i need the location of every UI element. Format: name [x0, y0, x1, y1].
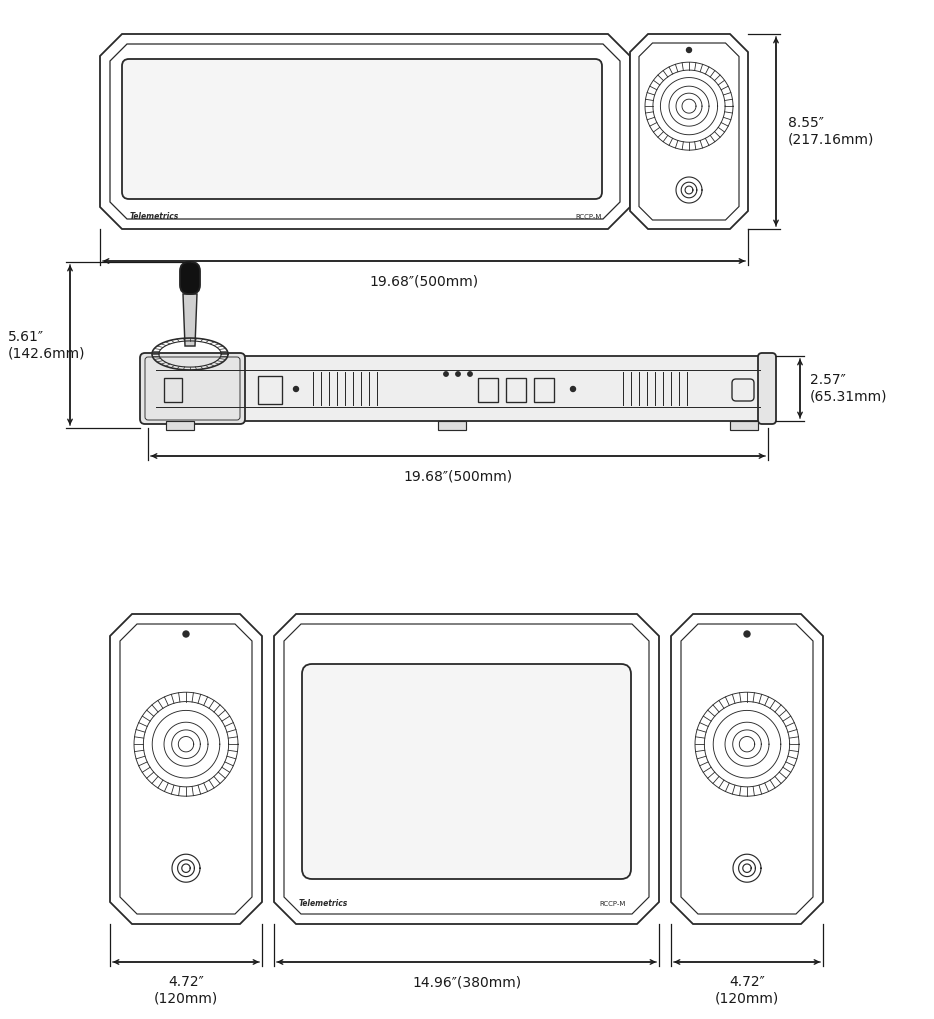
Bar: [730, 421, 758, 430]
Circle shape: [456, 372, 460, 376]
Text: 19.68″(500mm): 19.68″(500mm): [403, 469, 513, 483]
Bar: [164, 378, 182, 403]
Text: 2.57″
(65.31mm): 2.57″ (65.31mm): [810, 373, 887, 404]
Text: 4.72″
(120mm): 4.72″ (120mm): [154, 975, 219, 1005]
Bar: [534, 378, 554, 403]
Polygon shape: [183, 294, 197, 346]
Text: 4.72″
(120mm): 4.72″ (120mm): [715, 975, 779, 1005]
Polygon shape: [274, 614, 659, 924]
FancyBboxPatch shape: [302, 664, 631, 879]
Bar: [438, 421, 466, 430]
Text: 14.96″(380mm): 14.96″(380mm): [412, 975, 521, 989]
Circle shape: [444, 372, 448, 376]
Text: 8.55″
(217.16mm): 8.55″ (217.16mm): [788, 116, 874, 147]
Text: 5.61″
(142.6mm): 5.61″ (142.6mm): [8, 330, 86, 360]
Polygon shape: [671, 614, 823, 924]
FancyBboxPatch shape: [140, 353, 245, 424]
Bar: [166, 421, 194, 430]
Circle shape: [183, 631, 189, 637]
Text: RCCP-M: RCCP-M: [599, 901, 626, 907]
Bar: [258, 376, 282, 404]
Text: 19.68″(500mm): 19.68″(500mm): [370, 274, 478, 288]
Polygon shape: [630, 34, 748, 229]
Text: Telemetrics: Telemetrics: [130, 212, 179, 221]
Polygon shape: [100, 34, 630, 229]
FancyBboxPatch shape: [180, 262, 200, 294]
Text: Telemetrics: Telemetrics: [299, 899, 348, 908]
Bar: [478, 378, 498, 403]
Circle shape: [571, 386, 575, 391]
Circle shape: [468, 372, 473, 376]
Circle shape: [744, 631, 750, 637]
Polygon shape: [110, 614, 262, 924]
Circle shape: [293, 386, 299, 391]
FancyBboxPatch shape: [148, 356, 768, 421]
Circle shape: [686, 48, 691, 53]
Bar: [506, 378, 526, 403]
Text: RCCP-M: RCCP-M: [575, 214, 601, 220]
FancyBboxPatch shape: [122, 59, 602, 199]
FancyBboxPatch shape: [758, 353, 776, 424]
